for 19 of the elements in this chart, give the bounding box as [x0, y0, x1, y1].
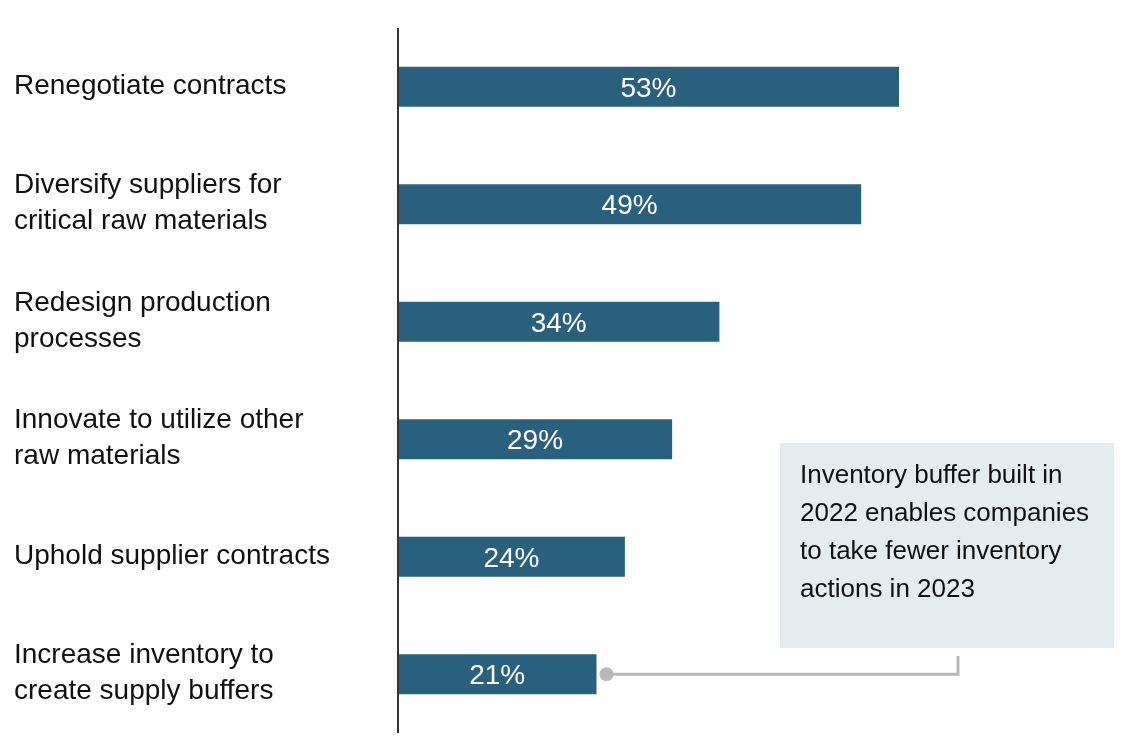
y-tick-label: Redesign production processes: [14, 286, 271, 354]
data-label: 24%: [483, 541, 540, 573]
bar: [398, 301, 720, 342]
data-label: 21%: [469, 659, 526, 691]
bar: [398, 654, 597, 695]
data-label: 53%: [620, 71, 677, 103]
annotation: Inventory buffer built in 2022 enables companies to take fewer inventory actions in 2023: [780, 443, 1114, 648]
y-tick-label: Uphold supplier contracts: [14, 539, 330, 571]
bar: [398, 419, 673, 460]
y-tick-label: Diversify suppliers for critical raw materials: [14, 168, 282, 236]
y-tick-label: Innovate to utilize other raw materials: [14, 403, 304, 471]
bar: [398, 66, 899, 107]
bar: [398, 184, 862, 225]
y-tick-label: Renegotiate contracts: [14, 69, 287, 101]
data-label: 49%: [601, 189, 658, 221]
bar: [398, 536, 625, 577]
data-label: 29%: [507, 424, 564, 456]
y-tick-label: Increase inventory to create supply buffers: [14, 638, 274, 706]
data-label: 34%: [530, 306, 587, 338]
